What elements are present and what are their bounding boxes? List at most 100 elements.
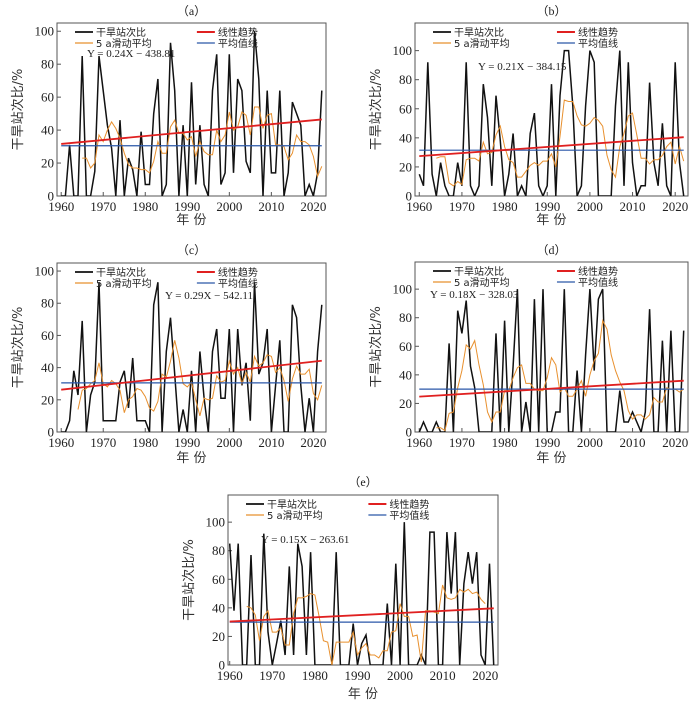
- x-tick-label: 1970: [90, 199, 116, 214]
- x-tick-label: 1960: [48, 435, 74, 450]
- y-tick-label: 40: [399, 130, 412, 145]
- legend-drought-ratio-label: 干旱站次比: [96, 266, 146, 279]
- y-tick-label: 0: [406, 189, 413, 204]
- panel-a: （a） 0 20 40 60 80 100 1960 1970 1980 1990 2000 2010 2…: [10, 4, 327, 228]
- series-moving-average-line: [246, 584, 486, 665]
- y-tick-label: 80: [41, 57, 54, 72]
- x-tick-label: 1990: [174, 435, 200, 450]
- plot-area: [61, 31, 323, 196]
- plot-area: [61, 282, 323, 432]
- plot-frame: [56, 22, 327, 197]
- x-tick-label: 1970: [90, 435, 116, 450]
- legend-moving-average-label: 5 a滑动平均: [96, 278, 152, 290]
- legend-moving-average-label: 5 a滑动平均: [267, 510, 323, 522]
- y-tick-label: 60: [41, 90, 54, 105]
- series-drought-ratio-line: [61, 31, 323, 196]
- y-tick-label: 60: [212, 572, 225, 587]
- legend-linear-trend-label: 线性趋势: [578, 265, 618, 278]
- y-tick-label: 80: [212, 543, 225, 558]
- x-tick-label: 1980: [492, 199, 518, 214]
- legend-mean-line-label: 平均值线: [578, 276, 618, 289]
- y-tick-label: 80: [399, 72, 412, 87]
- y-tick-label: 100: [393, 43, 413, 58]
- legend-drought-ratio-label: 干旱站次比: [454, 26, 504, 39]
- legend-mean-line-label: 平均值线: [578, 37, 618, 50]
- y-tick-label: 40: [399, 367, 412, 382]
- x-axis-label: 年 份: [348, 687, 378, 702]
- panel-title: （b）: [536, 4, 566, 18]
- y-tick-label: 60: [399, 339, 412, 354]
- legend-drought-ratio-label: 干旱站次比: [96, 26, 146, 39]
- panel-d: （d） 0 20 40 60 80 100 1960 1970 1980 1990 2000 2010 2…: [368, 243, 689, 466]
- x-tick-label: 1970: [449, 435, 475, 450]
- panel-c: （c） 0 20 40 60 80 100 1960 1970 1980 1990 2000 2010 2…: [10, 243, 327, 466]
- panel-title: （e）: [348, 475, 377, 489]
- y-tick-label: 100: [393, 282, 413, 297]
- x-tick-label: 1980: [132, 435, 158, 450]
- x-tick-label: 1990: [174, 199, 200, 214]
- legend-moving-average-label: 5 a滑动平均: [96, 38, 152, 50]
- panel-e: （e） 0 20 40 60 80 100 1960 1970 1980 1990 2000 2010 2…: [181, 475, 499, 702]
- x-tick-label: 1990: [344, 668, 370, 683]
- y-axis-label: 干旱站次比/%: [368, 69, 384, 151]
- trend-equation: Y = 0.21X − 384.15: [478, 61, 567, 73]
- trend-equation: Y = 0.24X − 438.81: [87, 48, 175, 60]
- y-tick-label: 40: [41, 123, 54, 138]
- y-tick-label: 0: [48, 425, 55, 440]
- series-drought-ratio-line: [418, 288, 685, 432]
- y-tick-label: 100: [35, 24, 55, 39]
- y-tick-label: 80: [399, 310, 412, 325]
- x-tick-label: 1960: [217, 668, 243, 683]
- y-tick-label: 40: [212, 600, 225, 615]
- x-tick-label: 2000: [577, 435, 603, 450]
- trend-equation: Y = 0.15X − 263.61: [261, 534, 349, 546]
- trend-line: [61, 118, 322, 145]
- y-axis-label: 干旱站次比/%: [181, 539, 197, 621]
- trend-line: [419, 379, 684, 398]
- trend-equation: Y = 0.29X − 542.11: [165, 290, 253, 302]
- x-axis-label: 年 份: [176, 451, 206, 466]
- legend-linear-trend-label: 线性趋势: [578, 26, 618, 39]
- plot-frame: [56, 262, 327, 433]
- legend-moving-average-label: 5 a滑动平均: [454, 277, 510, 289]
- y-tick-label: 20: [399, 396, 412, 411]
- x-tick-label: 1960: [48, 199, 74, 214]
- y-tick-label: 100: [206, 515, 226, 530]
- series-moving-average-line: [436, 318, 684, 432]
- x-axis-label: 年 份: [536, 451, 566, 466]
- x-tick-label: 1980: [492, 435, 518, 450]
- y-tick-label: 100: [35, 264, 55, 279]
- trend-equation: Y = 0.18X − 328.03: [430, 289, 519, 301]
- legend-drought-ratio-label: 干旱站次比: [267, 498, 317, 511]
- legend-mean-line-label: 平均值线: [218, 37, 258, 50]
- x-tick-label: 1990: [534, 435, 560, 450]
- y-tick-label: 40: [41, 360, 54, 375]
- legend-linear-trend-label: 线性趋势: [218, 266, 258, 279]
- x-axis-label: 年 份: [176, 213, 206, 228]
- legend-moving-average-label: 5 a滑动平均: [454, 38, 510, 50]
- plot-area: [418, 49, 685, 196]
- y-axis-label: 干旱站次比/%: [10, 307, 26, 389]
- x-tick-label: 2000: [387, 668, 413, 683]
- plot-frame: [227, 494, 499, 666]
- panel-title: （c）: [177, 243, 206, 257]
- legend-mean-line-label: 平均值线: [389, 509, 429, 522]
- y-tick-label: 0: [219, 658, 226, 673]
- x-tick-label: 2000: [577, 199, 603, 214]
- x-tick-label: 1960: [406, 435, 432, 450]
- panel-title: （d）: [536, 243, 566, 257]
- x-axis-label: 年 份: [536, 213, 566, 228]
- legend-linear-trend-label: 线性趋势: [218, 26, 258, 39]
- trend-line: [229, 607, 494, 623]
- x-tick-label: 2000: [216, 435, 242, 450]
- y-tick-label: 20: [41, 392, 54, 407]
- x-tick-label: 1970: [259, 668, 285, 683]
- x-tick-label: 2020: [300, 199, 326, 214]
- legend-mean-line-label: 平均值线: [218, 277, 258, 290]
- y-tick-label: 0: [406, 425, 413, 440]
- series-moving-average-line: [77, 340, 323, 417]
- legend-drought-ratio-label: 干旱站次比: [454, 265, 504, 278]
- x-tick-label: 2020: [300, 435, 326, 450]
- plot-area: [228, 522, 495, 665]
- series-drought-ratio-line: [61, 282, 323, 432]
